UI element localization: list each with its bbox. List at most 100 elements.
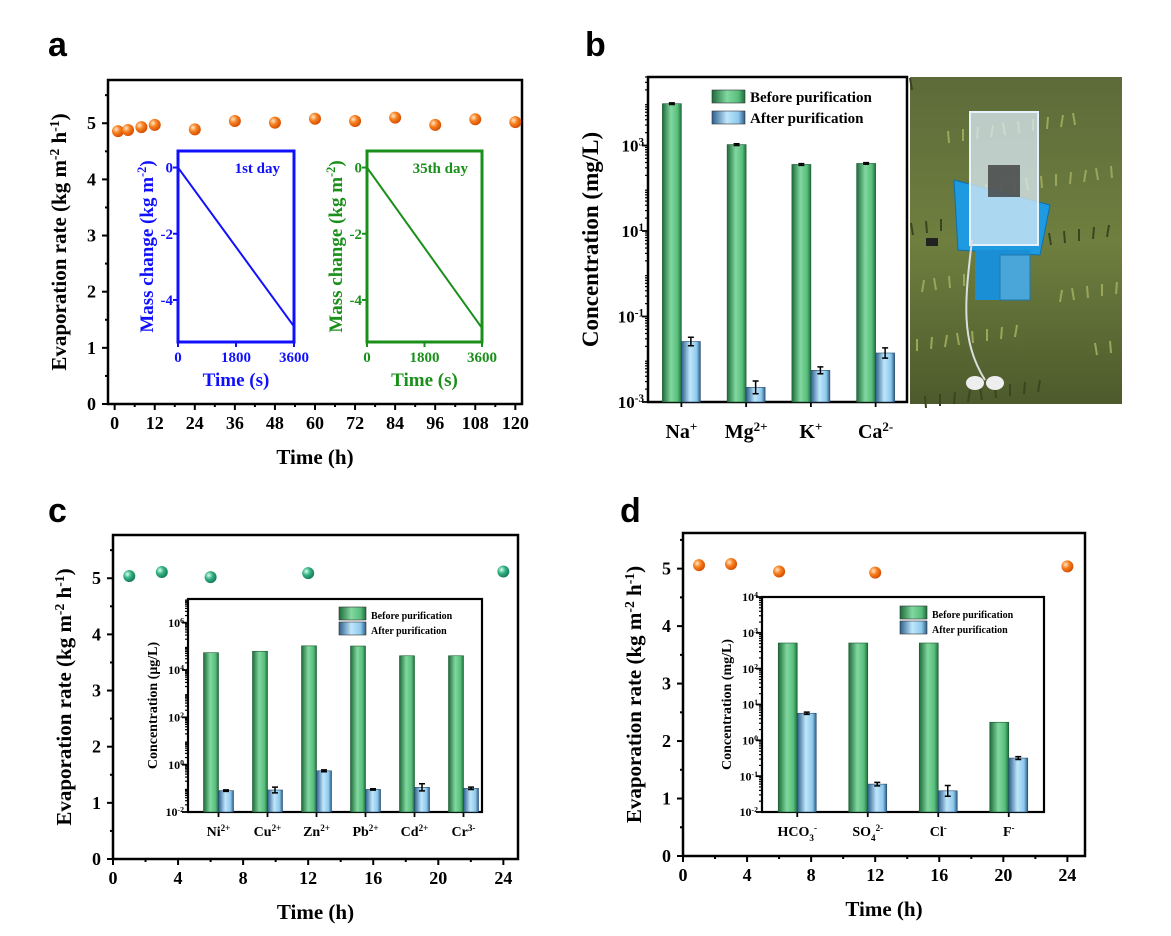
- grass-blade: [1115, 281, 1118, 295]
- grass-blade: [1072, 112, 1076, 126]
- collector-left: [966, 376, 984, 390]
- category-label: Pb2+: [352, 823, 378, 840]
- data-point: [148, 118, 161, 131]
- grass-blade: [1092, 226, 1095, 240]
- grass-blade: [1000, 326, 1003, 340]
- data-point: [112, 125, 125, 138]
- data-point: [1061, 560, 1074, 573]
- category-label: HCO3-: [778, 823, 817, 843]
- y-tick-label: 2: [92, 737, 101, 757]
- data-point: [204, 571, 217, 584]
- data-point: [122, 123, 135, 136]
- legend-swatch: [338, 606, 367, 621]
- data-point: [188, 123, 201, 136]
- bar-after: [218, 790, 234, 813]
- grass-blade: [1094, 342, 1098, 356]
- inset-title: 1st day: [235, 161, 281, 177]
- x-tick-label: 16: [364, 868, 382, 888]
- grass-blade: [930, 336, 933, 350]
- grass-blade: [1086, 285, 1089, 299]
- bar-before: [726, 144, 747, 403]
- y-tick-label: 10-1: [618, 307, 644, 326]
- data-point: [228, 114, 241, 127]
- error-bar: [863, 161, 870, 166]
- error-bar: [468, 786, 474, 791]
- category-label: F-: [1003, 823, 1015, 840]
- axes-frame: [186, 597, 484, 814]
- y-tick-label: 0: [355, 161, 363, 177]
- x-tick-label: 12: [299, 868, 317, 888]
- panel-letter-a: a: [48, 26, 68, 64]
- y-axis-label: Concentration (μg/L): [146, 642, 161, 770]
- category-label: Ni2+: [207, 823, 231, 840]
- legend-swatch: [711, 110, 746, 125]
- y-tick-label: 4: [87, 169, 96, 189]
- bar-before: [856, 163, 876, 403]
- bar-before: [848, 642, 869, 813]
- evaporator: [988, 165, 1020, 197]
- y-tick-label: 104: [168, 663, 184, 678]
- grass-blade: [971, 330, 974, 344]
- error-bar: [874, 781, 881, 787]
- grass-blade: [1046, 116, 1049, 130]
- y-tick-label: 3: [662, 674, 671, 694]
- grass-blade: [1063, 230, 1066, 244]
- category-label: Zn2+: [303, 823, 330, 840]
- y-tick-label: 0: [662, 846, 671, 866]
- x-axis-label: Time (h): [845, 897, 922, 921]
- scissor-lift: [999, 254, 1031, 301]
- y-tick-label: 103: [621, 136, 644, 155]
- device-photo: [909, 77, 1122, 409]
- error-bar: [803, 711, 810, 716]
- y-tick-label: 102: [742, 661, 758, 676]
- y-tick-label: 10-2: [740, 805, 759, 820]
- x-tick-label: 108: [462, 413, 489, 433]
- grass-blade: [1048, 232, 1052, 246]
- bar-before: [448, 655, 464, 813]
- y-tick-label: 5: [92, 568, 101, 588]
- category-label: Cd2+: [401, 823, 429, 840]
- x-tick-label: 3600: [467, 350, 497, 366]
- bar-after: [463, 788, 479, 813]
- x-axis-label: Time (h): [277, 900, 354, 924]
- error-bar: [687, 336, 694, 347]
- inset-a-1st-day: 0 1800 3600 0 -2 -4 Time (s) Mass change (kg m-…: [135, 149, 309, 391]
- legend-label: After purification: [750, 111, 864, 127]
- x-tick-label: 12: [866, 865, 884, 885]
- x-tick-label: 16: [930, 865, 948, 885]
- data-point: [123, 569, 136, 582]
- grass-blade: [1095, 167, 1099, 181]
- y-axis-label: Mass change (kg m-2): [324, 160, 347, 332]
- y-tick-label: -4: [161, 293, 174, 309]
- bar-before: [918, 642, 939, 813]
- x-tick-label: 12: [146, 413, 164, 433]
- grass-blade: [924, 395, 927, 409]
- bar-after: [681, 341, 701, 403]
- y-tick-label: 1: [87, 338, 96, 358]
- y-tick-label: 10-2: [166, 805, 185, 820]
- data-point: [869, 566, 882, 579]
- grass-blade: [1014, 324, 1018, 338]
- y-tick-label: -2: [350, 227, 363, 243]
- bar-after: [365, 789, 381, 813]
- x-tick-label: 24: [494, 868, 512, 888]
- data-point: [469, 113, 482, 126]
- data-point: [302, 567, 315, 580]
- y-tick-label: 10-3: [618, 393, 645, 412]
- legend-swatch: [711, 89, 746, 104]
- y-tick-label: 4: [92, 624, 101, 644]
- x-tick-label: 0: [110, 413, 119, 433]
- data-point: [389, 111, 402, 124]
- panel-letter-c: c: [48, 492, 67, 530]
- x-tick-label: 96: [426, 413, 444, 433]
- error-bar: [419, 783, 425, 792]
- y-axis-label: Concentration (mg/L): [720, 639, 735, 770]
- grass-blade: [1083, 169, 1087, 183]
- y-tick-label: 3: [92, 681, 101, 701]
- y-tick-label: -4: [350, 293, 363, 309]
- grass-blade: [1060, 114, 1064, 128]
- x-tick-label: 4: [743, 865, 752, 885]
- category-label: Ca2-: [858, 419, 893, 444]
